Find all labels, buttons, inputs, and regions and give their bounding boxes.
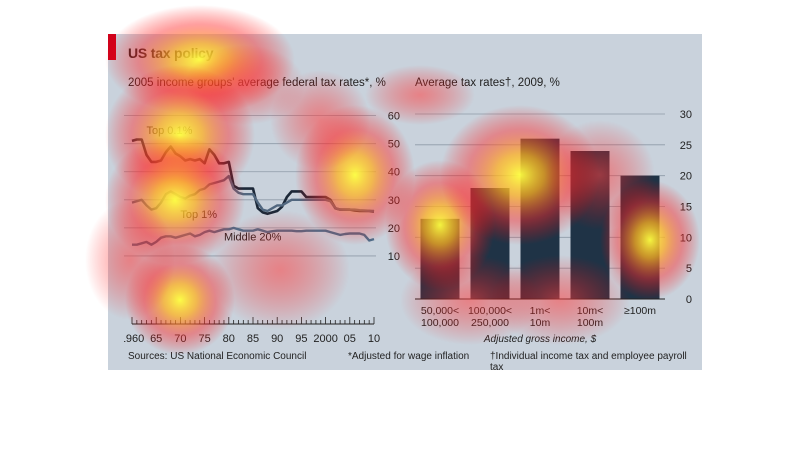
x-axis-label: Adjusted gross income, $ <box>483 334 597 344</box>
category-label: 50,000< <box>421 305 459 317</box>
category-label: 100,000 <box>421 317 459 329</box>
figure-title: US tax policy <box>128 45 214 61</box>
category-label: 250,000 <box>471 317 509 329</box>
bar <box>470 188 510 299</box>
series-label: Middle 20% <box>224 232 282 244</box>
x-tick-label: 90 <box>271 333 283 345</box>
y-tick-label: 40 <box>388 167 400 179</box>
y-tick-label: 60 <box>388 111 400 123</box>
x-tick-label: 75 <box>198 333 210 345</box>
y-tick-label: 15 <box>680 202 692 214</box>
footnote-income-tax: †Individual income tax and employee payr… <box>490 351 687 370</box>
bar <box>620 175 660 299</box>
series-line-0 <box>131 138 375 216</box>
x-tick-label: 05 <box>344 333 356 345</box>
series-label: Top 0.1% <box>147 125 193 137</box>
y-tick-label: 0 <box>686 294 692 306</box>
category-label: 1m< <box>530 305 551 317</box>
y-tick-label: 5 <box>686 263 692 275</box>
x-tick-label: 70 <box>174 333 186 345</box>
y-tick-label: 20 <box>388 223 400 235</box>
brand-red-tab <box>108 34 116 60</box>
category-label: 10m <box>530 317 551 329</box>
source-note: Sources: US National Economic Council <box>128 351 307 362</box>
y-tick-label: 50 <box>388 139 400 151</box>
category-label: ≥100m <box>624 305 656 317</box>
x-tick-label: 80 <box>223 333 235 345</box>
x-tick-label: 1960 <box>124 333 144 345</box>
series-label: Top 1% <box>180 209 217 221</box>
category-label: 100m <box>577 317 604 329</box>
y-tick-label: 10 <box>680 232 692 244</box>
x-tick-label: 95 <box>295 333 307 345</box>
x-tick-label: 10 <box>368 333 380 345</box>
x-tick-label: 85 <box>247 333 259 345</box>
chart-figure: US tax policy 2005 income groups' averag… <box>108 34 702 370</box>
y-tick-label: 10 <box>388 251 400 263</box>
category-label: 100,000< <box>468 305 512 317</box>
bar-chart: 0 5 10 15 20 25 30 50,000<100,000 100,000<250,00… <box>415 109 692 344</box>
line-chart-title: 2005 income groups' average federal tax … <box>128 77 386 89</box>
line-chart: 10 20 30 40 50 60 1960 65 70 75 80 85 90 95 2000 05 10 To… <box>124 111 400 345</box>
x-tick-label: 65 <box>150 333 162 345</box>
footnote-wage-inflation: *Adjusted for wage inflation <box>348 351 470 362</box>
y-tick-label: 20 <box>680 171 692 183</box>
y-tick-label: 30 <box>680 109 692 121</box>
bar <box>570 151 610 299</box>
x-tick-label: 2000 <box>313 333 337 345</box>
series-line-1 <box>131 174 375 213</box>
bar <box>420 218 460 299</box>
category-label: 10m< <box>577 305 604 317</box>
y-tick-label: 30 <box>388 195 400 207</box>
bar <box>520 138 560 299</box>
y-tick-label: 25 <box>680 140 692 152</box>
